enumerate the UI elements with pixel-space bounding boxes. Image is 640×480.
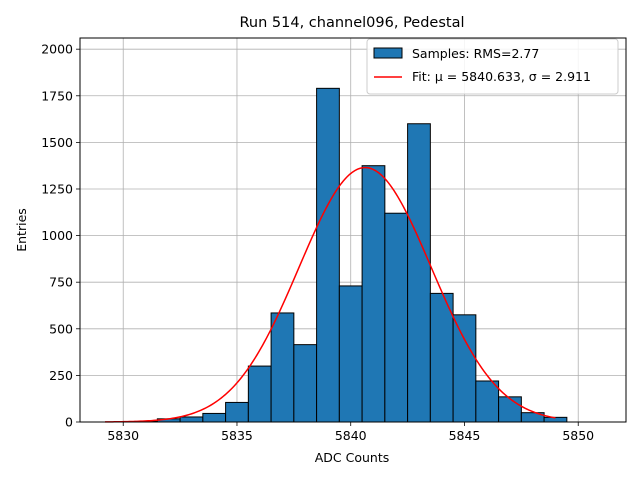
histogram-bars bbox=[134, 87, 568, 423]
histogram-bar bbox=[361, 165, 386, 423]
x-axis-label: ADC Counts bbox=[315, 450, 390, 465]
x-tick-label: 5835 bbox=[221, 428, 253, 443]
histogram-bar bbox=[543, 416, 568, 423]
histogram-bar bbox=[407, 123, 431, 423]
histogram-bar bbox=[384, 212, 409, 423]
y-axis: 0 250 500 750 1000 1250 1500 1750 2000 bbox=[41, 42, 80, 430]
y-tick-label: 1250 bbox=[41, 181, 73, 196]
histogram-bar bbox=[452, 314, 477, 423]
x-axis: 5830 5835 5840 5845 5850 bbox=[107, 422, 594, 443]
histogram-bar bbox=[270, 312, 295, 423]
histogram-bar bbox=[429, 292, 454, 423]
legend-label-fit: Fit: μ = 5840.633, σ = 2.911 bbox=[412, 69, 591, 84]
y-tick-label: 250 bbox=[49, 368, 73, 383]
y-axis-label: Entries bbox=[14, 208, 29, 252]
histogram-bar bbox=[225, 401, 249, 423]
grid bbox=[80, 38, 626, 423]
plot-frame bbox=[79, 37, 627, 423]
legend-swatch-samples bbox=[373, 47, 403, 59]
y-tick-label: 0 bbox=[65, 415, 73, 430]
histogram-bar bbox=[202, 412, 227, 423]
x-tick-label: 5840 bbox=[335, 428, 367, 443]
chart-title: Run 514, channel096, Pedestal bbox=[239, 15, 464, 31]
x-tick-label: 5850 bbox=[562, 428, 594, 443]
histogram-bar bbox=[293, 344, 318, 423]
y-tick-label: 1750 bbox=[41, 88, 73, 103]
histogram-bar bbox=[179, 416, 204, 423]
legend-label-samples: Samples: RMS=2.77 bbox=[412, 46, 539, 61]
histogram-bar bbox=[316, 87, 340, 423]
legend: Samples: RMS=2.77 Fit: μ = 5840.633, σ =… bbox=[366, 38, 619, 95]
histogram-bar bbox=[247, 365, 272, 423]
histogram-bar bbox=[498, 396, 522, 423]
x-tick-label: 5845 bbox=[449, 428, 481, 443]
legend-box bbox=[366, 38, 619, 95]
histogram-bar bbox=[475, 380, 500, 423]
histogram-bar bbox=[338, 285, 363, 423]
y-tick-label: 2000 bbox=[41, 42, 73, 57]
x-tick-label: 5830 bbox=[107, 428, 139, 443]
y-tick-label: 750 bbox=[49, 275, 73, 290]
y-tick-label: 500 bbox=[49, 321, 73, 336]
fit-curve bbox=[105, 166, 556, 423]
y-tick-label: 1500 bbox=[41, 135, 73, 150]
y-tick-label: 1000 bbox=[41, 228, 73, 243]
